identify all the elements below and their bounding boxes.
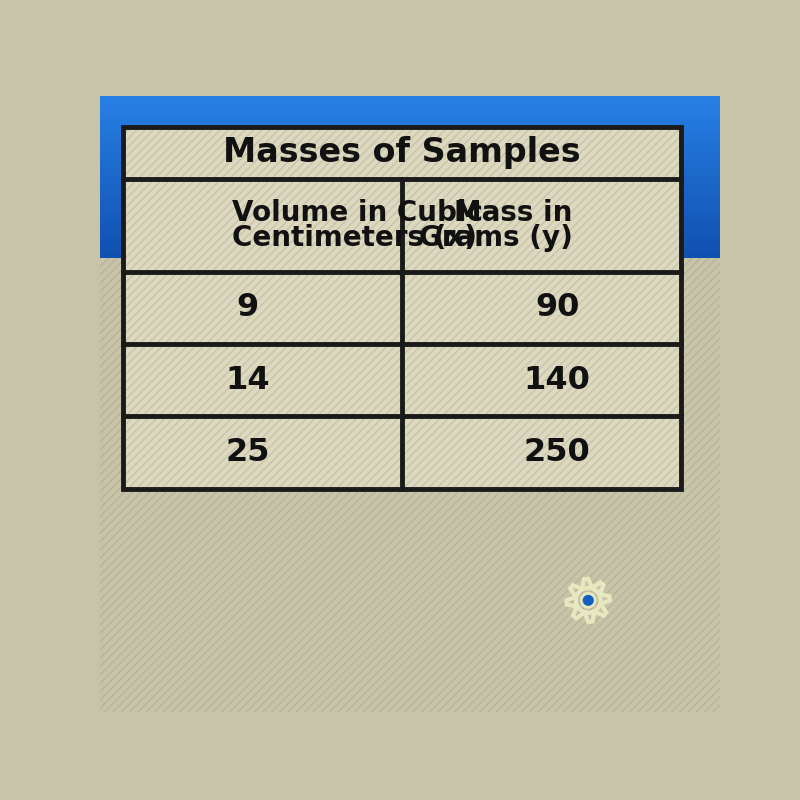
Bar [100,228,720,230]
Bar [100,117,720,120]
Bar [100,106,720,110]
Bar [100,166,720,169]
Bar [100,101,720,104]
Text: Volume in Cubic: Volume in Cubic [232,199,482,227]
Bar [100,236,720,239]
Bar [100,152,720,155]
Bar [100,182,720,185]
Bar [100,144,720,147]
Text: 9: 9 [236,292,258,323]
Bar [100,233,720,236]
Bar [100,225,720,228]
Bar [123,126,682,489]
Bar [100,136,720,139]
Bar [123,126,682,489]
Text: Grams (y): Grams (y) [419,224,573,252]
Text: 90: 90 [535,292,579,323]
Bar [100,142,720,145]
Bar [100,158,720,161]
Bar [100,112,720,115]
Bar [100,109,720,112]
Bar [100,238,720,242]
Bar [100,254,720,258]
Bar [100,222,720,226]
Bar [100,174,720,177]
Bar [100,193,720,196]
Bar [100,209,720,212]
Bar [100,198,720,201]
Text: Centimeters (x): Centimeters (x) [232,224,477,252]
Bar [100,122,720,126]
Bar [100,246,720,250]
Bar [100,134,720,137]
Text: 14: 14 [225,365,270,396]
Bar [100,138,720,142]
Bar [100,163,720,166]
Circle shape [582,594,595,607]
Bar [100,190,720,193]
Bar [100,230,720,234]
Text: Masses of Samples: Masses of Samples [223,137,581,170]
Bar [100,128,720,131]
Bar [100,201,720,204]
Bar [100,114,720,118]
Bar [100,168,720,171]
Bar [100,195,720,198]
Bar [100,244,720,247]
Bar [100,171,720,174]
Bar [100,147,720,150]
Bar [100,203,720,206]
Bar [100,250,720,252]
Bar [100,185,720,188]
Bar [100,214,720,218]
Bar [100,96,720,98]
Bar [100,126,720,128]
Bar [100,130,720,134]
Bar [100,252,720,255]
Bar [100,187,720,190]
Bar [100,120,720,123]
Bar [100,150,720,153]
Bar [100,241,720,244]
Bar [100,219,720,222]
Bar [100,104,720,106]
Text: 25: 25 [225,437,270,468]
Text: 250: 250 [524,437,590,468]
Bar [100,206,720,209]
Bar [100,217,720,220]
Text: Mass in: Mass in [454,199,573,227]
Bar [100,177,720,179]
Bar [100,98,720,102]
Bar [100,155,720,158]
Text: 140: 140 [524,365,590,396]
Bar [100,211,720,214]
Bar [123,126,682,489]
Bar [100,179,720,182]
Bar [100,160,720,163]
